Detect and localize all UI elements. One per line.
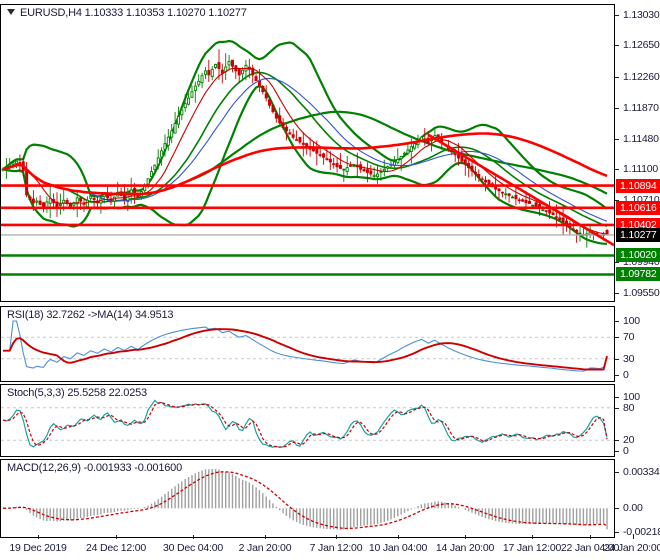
macd-chart-svg: [2, 468, 608, 530]
macd-plot-area[interactable]: [1, 460, 614, 537]
price-tick-label: 1.13030: [623, 9, 660, 21]
time-tick-mark: [532, 535, 533, 539]
stochastic-tick-label: 100: [623, 391, 640, 403]
chart-header: EURUSD,H4 1.10333 1.10353 1.10270 1.1027…: [7, 7, 247, 19]
price-tick-label: 1.11480: [623, 132, 659, 145]
stochastic-tick-label: 20: [623, 434, 635, 447]
time-tick-label: 24 Jan 20:00: [603, 542, 660, 554]
macd-axis: 0.00334 0.00 -0.002184: [615, 459, 660, 538]
macd-label: MACD(12,26,9) -0.001933 -0.001600: [7, 462, 183, 474]
time-tick-label: 22 Jan 04:00: [560, 542, 620, 554]
stochastic-panel[interactable]: Stoch(5,3,3) 25.5258 22.0253: [0, 384, 615, 457]
price-axis[interactable]: 1.13030 1.12650 1.12260 1.11870 1.11480 1.111…: [615, 4, 660, 302]
macd-tick-label: 0.00: [623, 502, 643, 515]
rsi-tick-mark: [615, 337, 619, 339]
time-tick-label: 2 Jan 20:00: [238, 542, 292, 554]
time-tick-mark: [265, 535, 266, 539]
time-tick-label: 14 Jan 20:00: [435, 542, 495, 554]
rsi-tick-label: 30: [623, 352, 635, 365]
time-tick-label: 24 Dec 12:00: [85, 542, 147, 554]
time-tick-mark: [116, 535, 117, 539]
rsi-label: RSI(18) 32.7262 ->MA(14) 34.9513: [7, 309, 174, 321]
stochastic-tick-mark: [615, 451, 619, 452]
current-price-badge[interactable]: 1.10277: [616, 227, 660, 242]
time-tick-mark: [336, 535, 337, 539]
price-tick-label: 1.11100: [623, 163, 658, 176]
stochastic-tick-mark: [615, 407, 619, 409]
price-tick-label: 1.11870: [623, 101, 659, 114]
rsi-tick-mark: [615, 375, 619, 376]
rsi-tick-mark: [615, 321, 619, 322]
price-tick-mark: [615, 293, 619, 294]
price-tick-label: 1.09550: [623, 287, 660, 299]
price-tick-mark: [615, 107, 619, 109]
rsi-panel[interactable]: RSI(18) 32.7262 ->MA(14) 34.9513: [0, 306, 615, 382]
resistance-price-badge[interactable]: 1.10894: [616, 178, 660, 193]
price-tick-label: 1.12260: [623, 70, 660, 83]
price-tick-label: 1.12650: [623, 39, 660, 52]
price-tick-mark: [615, 76, 619, 78]
time-tick-mark: [193, 535, 194, 539]
rsi-tick-mark: [615, 358, 619, 360]
caret-down-icon[interactable]: [7, 9, 15, 16]
macd-tick-mark: [615, 472, 619, 473]
stochastic-tick-label: 0: [623, 445, 629, 457]
price-plot-area[interactable]: [1, 5, 614, 301]
time-tick-mark: [38, 535, 39, 539]
macd-tick-mark: [615, 532, 619, 533]
time-axis: 19 Dec 2019 24 Dec 12:00 30 Dec 04:00 2 Jan…: [0, 535, 660, 559]
time-tick-mark: [590, 535, 591, 539]
time-tick-mark: [633, 535, 634, 539]
support-price-badge[interactable]: 1.09782: [616, 267, 660, 282]
rsi-axis: 100 70 30 0: [615, 306, 660, 382]
rsi-tick-label: 70: [623, 331, 635, 344]
stochastic-tick-label: 80: [623, 401, 635, 414]
stochastic-plot-area[interactable]: [1, 385, 614, 456]
price-chart-panel[interactable]: EURUSD,H4 1.10333 1.10353 1.10270 1.1027…: [0, 4, 615, 302]
rsi-chart-svg: [1, 320, 614, 372]
stochastic-tick-mark: [615, 397, 619, 398]
macd-tick-mark: [615, 508, 619, 510]
price-tick-mark: [615, 138, 619, 140]
time-tick-mark: [398, 535, 399, 539]
macd-panel[interactable]: MACD(12,26,9) -0.001933 -0.001600: [0, 459, 615, 538]
stochastic-label: Stoch(5,3,3) 25.5258 22.0253: [7, 387, 147, 399]
chart-title: EURUSD,H4 1.10333 1.10353 1.10270 1.1027…: [20, 7, 247, 19]
rsi-tick-label: 100: [623, 315, 640, 327]
time-tick-mark: [465, 535, 466, 539]
price-tick-mark: [615, 169, 619, 171]
price-chart-svg: [1, 39, 614, 276]
time-tick-label: 17 Jan 12:00: [502, 542, 562, 554]
time-tick-label: 7 Jan 12:00: [309, 542, 363, 554]
time-tick-label: 30 Dec 04:00: [162, 542, 224, 554]
stochastic-chart-svg: [1, 399, 614, 448]
price-tick-mark: [615, 45, 619, 47]
macd-tick-label: -0.002184: [623, 526, 660, 538]
support-price-badge[interactable]: 1.10020: [616, 248, 660, 263]
stochastic-tick-mark: [615, 440, 619, 442]
time-tick-label: 10 Jan 04:00: [368, 542, 428, 554]
resistance-price-badge[interactable]: 1.10616: [616, 200, 660, 215]
rsi-tick-label: 0: [623, 369, 629, 381]
rsi-plot-area[interactable]: [1, 307, 614, 381]
time-tick-label: 19 Dec 2019: [9, 542, 67, 554]
price-tick-mark: [615, 15, 619, 16]
macd-tick-label: 0.00334: [623, 466, 660, 478]
stochastic-axis: 100 80 20 0: [615, 384, 660, 457]
